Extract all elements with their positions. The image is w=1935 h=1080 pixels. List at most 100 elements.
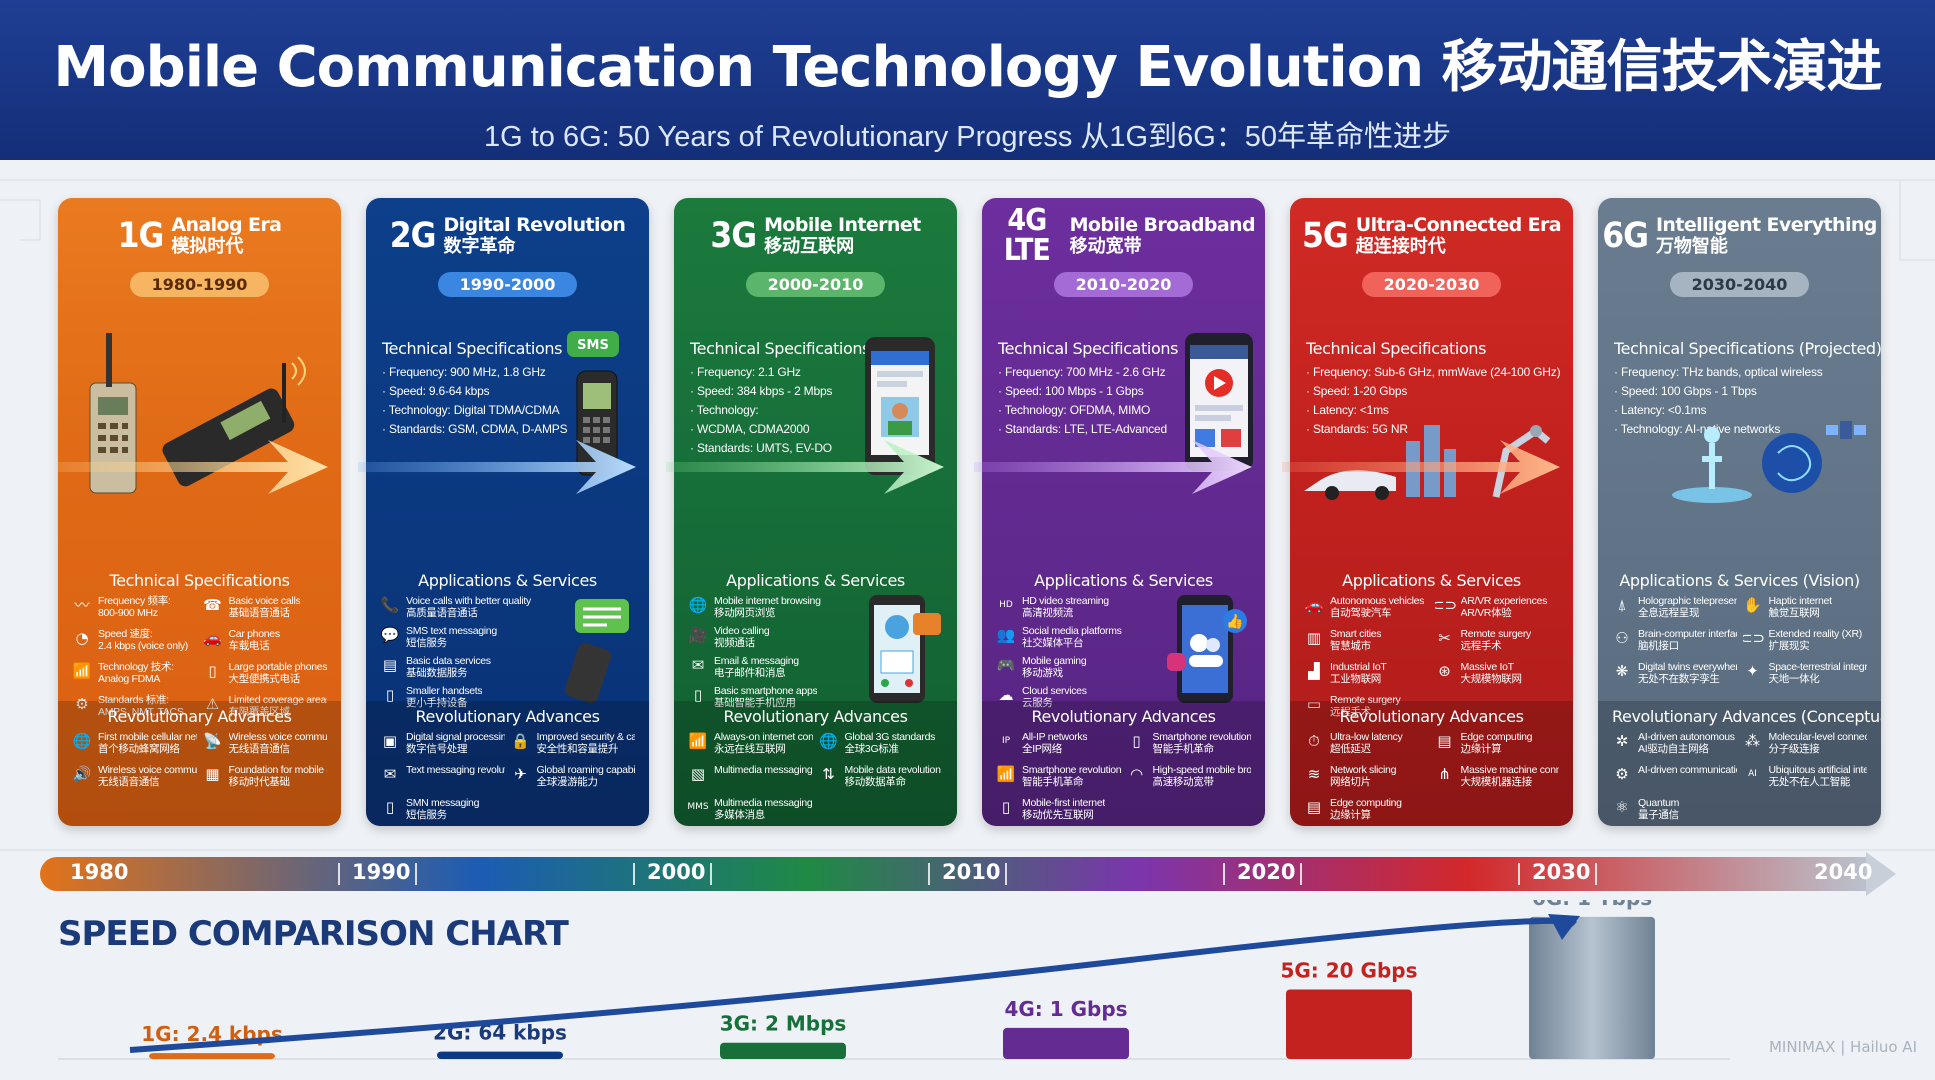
timeline-year: 2020 bbox=[1237, 860, 1296, 884]
apps-grid: 〰 Frequency 频率: 800-900 MHz ☎ Basic voice ca… bbox=[72, 595, 327, 724]
list-item: ⊛ Massive IoT 大规模物联网 bbox=[1435, 661, 1560, 691]
phone-icon: ▯ bbox=[1001, 797, 1011, 816]
car-icon: 🚗 bbox=[1304, 595, 1324, 614]
section-title: Technical Specifications bbox=[690, 339, 871, 358]
list-item: ▤ Basic data services 基础数据服务 bbox=[380, 655, 559, 685]
item-label-en: Ultra-low latency bbox=[1330, 731, 1403, 743]
item-label-en: Wireless voice communication bbox=[228, 731, 328, 743]
list-item: ⚙ Standards 标准: AMPS, NMT, TACS bbox=[72, 694, 197, 724]
generation-card-1g: 1G Analog Era 模拟时代 1980-1990 Technical Sp… bbox=[58, 198, 341, 826]
item-label-cn: 天地一体化 bbox=[1768, 673, 1820, 685]
gauge-icon: ◠ bbox=[1129, 764, 1144, 783]
generation-card-6g: 6G Intelligent Everything 万物智能 2030-2040 … bbox=[1598, 198, 1881, 826]
list-item: ⚙ AI-driven communication bbox=[1612, 764, 1736, 794]
apps-list: HD HD video streaming 高清视频流 👥 Social media p… bbox=[996, 595, 1161, 715]
list-item: ⏱ Ultra-low latency 超低延迟 bbox=[1304, 731, 1429, 761]
list-item: ✲ AI-driven autonomous networksAI驱动自主网络 bbox=[1612, 731, 1737, 761]
ai-gear-icon: ⚙ bbox=[1615, 764, 1629, 783]
smartphone-video-icon bbox=[1185, 333, 1253, 471]
item-label-en: Space-terrestrial integration bbox=[1768, 661, 1868, 673]
list-item: ◠ High-speed mobile broadband高速移动宽带 bbox=[1127, 764, 1251, 794]
antenna-icon: 📶 bbox=[72, 661, 92, 680]
list-item: ⊂⊃ AR/VR experiences AR/VR体验 bbox=[1435, 595, 1560, 625]
section-title: Technical Specifications bbox=[998, 339, 1179, 358]
era-years-badge: 2000-2010 bbox=[745, 272, 886, 297]
item-label-cn: 无线语音通信 bbox=[228, 743, 291, 755]
speed-label-3g: 3G: 2 Mbps bbox=[720, 1012, 847, 1036]
page-subtitle: 1G to 6G: 50 Years of Revolutionary Prog… bbox=[483, 121, 1452, 153]
speed-bar-2g bbox=[437, 1051, 563, 1059]
era-name-cn: 数字革命 bbox=[443, 236, 516, 257]
item-label-cn: 高速移动宽带 bbox=[1152, 776, 1215, 788]
era-name-en: Ultra-Connected Era bbox=[1355, 214, 1562, 236]
list-item: ✉ Email & messaging 电子邮件和消息 bbox=[688, 655, 855, 685]
item-label-en: Digital twins everywhere bbox=[1638, 661, 1737, 673]
list-item: 📡 Wireless voice communication无线语音通信 bbox=[203, 731, 328, 761]
chip-icon: ▣ bbox=[382, 731, 398, 750]
item-label-en: SMN messaging bbox=[406, 797, 480, 809]
generation-card-5g: 5G Ultra-Connected Era 超连接时代 2020-2030 Te… bbox=[1290, 198, 1573, 826]
item-label-en: Frequency 频率: bbox=[98, 595, 171, 607]
layers-icon: ≋ bbox=[1307, 764, 1321, 783]
spec-item: Speed: 384 kbps - 2 Mbps bbox=[690, 382, 941, 401]
item-label-cn: AMPS, NMT, TACS bbox=[98, 706, 184, 718]
item-label-cn: 移动游戏 bbox=[1022, 667, 1063, 679]
era-name-en: Mobile Broadband bbox=[1069, 214, 1256, 236]
quantum-icon: ⚛ bbox=[1615, 797, 1629, 816]
item-label-cn: 有限覆盖区域 bbox=[228, 706, 291, 718]
wifi-icon: 📶 bbox=[996, 764, 1016, 783]
transfer-icon: ⇅ bbox=[822, 764, 835, 783]
item-label-cn: 边缘计算 bbox=[1460, 743, 1502, 755]
era-name-cn: 万物智能 bbox=[1655, 236, 1728, 257]
item-label-en: Always-on internet connectivity bbox=[714, 731, 813, 743]
item-label-en: Mobile gaming bbox=[1022, 655, 1087, 667]
list-item: ✦ Space-terrestrial integration天地一体化 bbox=[1743, 661, 1868, 691]
list-item: ⊂⊃ Extended reality (XR) 扩展现实 bbox=[1743, 628, 1868, 658]
molecule-icon: ⁂ bbox=[1745, 731, 1760, 750]
item-label-cn: 量子通信 bbox=[1638, 809, 1679, 821]
phone-icon: ▯ bbox=[208, 661, 217, 680]
item-label-en: Large portable phones bbox=[228, 661, 328, 673]
item-label-en: Brain-computer interfaces bbox=[1638, 628, 1737, 640]
ai-chip-icon: AI bbox=[1748, 768, 1757, 779]
item-label-cn: 安全性和容量提升 bbox=[536, 743, 619, 755]
list-item: 📶 Always-on internet connectivity永远在线互联网 bbox=[688, 731, 813, 761]
section-title: Technical Specifications bbox=[109, 571, 290, 590]
spec-item: Frequency: 700 MHz - 2.6 GHz bbox=[998, 363, 1249, 382]
list-item: ▤ Edge computing 边缘计算 bbox=[1304, 797, 1429, 826]
smartphone-apps-icon bbox=[869, 595, 941, 703]
server-icon: ▤ bbox=[1437, 731, 1452, 750]
item-label-cn: AR/VR体验 bbox=[1460, 607, 1512, 619]
timeline-bar: 1980 1990 2000 2010 2020 2030 2040 bbox=[40, 852, 1898, 896]
item-label-cn: 全IP网络 bbox=[1022, 743, 1062, 755]
ai-brain-hologram-icon bbox=[1672, 421, 1866, 503]
spec-item: Speed: 100 Gbps - 1 Tbps bbox=[1614, 382, 1865, 401]
speed-bar-4g bbox=[1003, 1027, 1129, 1059]
spec-item: Latency: <1ms bbox=[1306, 401, 1557, 420]
speed-bar-3g bbox=[720, 1042, 846, 1059]
list-item: MMS Multimedia messaging 多媒体消息 bbox=[688, 797, 813, 826]
advances-grid: 🌐 First mobile cellular networks首个移动蜂窝网络 📡… bbox=[72, 731, 327, 794]
list-item: 🌐 First mobile cellular networks首个移动蜂窝网络 bbox=[72, 731, 197, 761]
item-label-cn: 边缘计算 bbox=[1330, 809, 1371, 821]
item-label-cn: 云服务 bbox=[1022, 697, 1053, 709]
cloud-icon: ☁ bbox=[998, 685, 1014, 704]
ai-network-icon: ✲ bbox=[1615, 731, 1629, 750]
surgery-icon: ✂ bbox=[1438, 628, 1451, 647]
section-title: Technical Specifications bbox=[1306, 339, 1487, 358]
item-label-cn: 触觉互联网 bbox=[1768, 607, 1820, 619]
speaker-icon: 🔊 bbox=[72, 764, 92, 783]
timeline-year: 2040 bbox=[1814, 860, 1873, 884]
airplane-icon: ✈ bbox=[514, 764, 527, 783]
feature-phone-icon: SMS bbox=[567, 331, 619, 476]
iot-icon: ⊛ bbox=[1438, 661, 1451, 680]
list-item: HD HD video streaming 高清视频流 bbox=[996, 595, 1161, 625]
spec-item: Technology: AI-native networks bbox=[1614, 420, 1865, 439]
item-label-en: Foundation for mobile era bbox=[228, 764, 328, 776]
satellite-icon: ✦ bbox=[1746, 661, 1759, 680]
users-icon: 👥 bbox=[996, 625, 1016, 644]
list-item: ▤ Edge computing 边缘计算 bbox=[1435, 731, 1560, 761]
phone-icon: ☎ bbox=[203, 595, 222, 614]
advances-grid: ⏱ Ultra-low latency 超低延迟 ▤ Edge computing 边缘计… bbox=[1304, 731, 1559, 826]
item-label-cn: Analog FDMA bbox=[98, 673, 161, 685]
